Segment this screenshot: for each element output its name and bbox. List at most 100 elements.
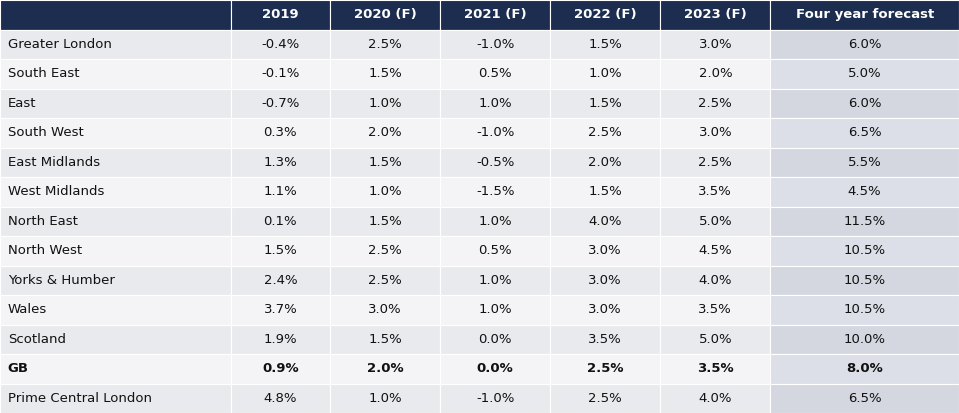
Bar [661, 118, 770, 148]
Bar [661, 148, 770, 177]
Bar [330, 354, 440, 384]
Bar [0, 384, 230, 413]
Bar [550, 148, 661, 177]
Text: 1.0%: 1.0% [479, 303, 512, 316]
Text: East Midlands: East Midlands [8, 156, 100, 169]
Text: 1.0%: 1.0% [368, 97, 402, 110]
Text: West Midlands: West Midlands [8, 185, 104, 198]
Text: 4.5%: 4.5% [848, 185, 881, 198]
Text: 4.8%: 4.8% [264, 392, 297, 405]
Bar [770, 177, 959, 206]
Text: 8.0%: 8.0% [846, 362, 883, 375]
Text: 1.5%: 1.5% [368, 156, 402, 169]
Bar [440, 89, 550, 118]
Text: GB: GB [8, 362, 29, 375]
Bar [330, 30, 440, 59]
Bar [330, 295, 440, 325]
Bar [550, 30, 661, 59]
Text: North East: North East [8, 215, 78, 228]
Text: 0.5%: 0.5% [479, 244, 512, 257]
Bar [230, 384, 330, 413]
Bar [0, 0, 230, 30]
Bar [440, 384, 550, 413]
Text: 3.0%: 3.0% [698, 38, 732, 51]
Bar [550, 354, 661, 384]
Text: 0.3%: 0.3% [264, 126, 297, 140]
Bar [330, 206, 440, 236]
Bar [0, 325, 230, 354]
Bar [661, 354, 770, 384]
Bar [230, 236, 330, 266]
Text: 3.5%: 3.5% [698, 303, 732, 316]
Text: 2.4%: 2.4% [264, 274, 297, 287]
Bar [0, 236, 230, 266]
Bar [230, 295, 330, 325]
Bar [440, 118, 550, 148]
Bar [661, 325, 770, 354]
Bar [770, 354, 959, 384]
Text: 2023 (F): 2023 (F) [684, 8, 747, 21]
Text: 2021 (F): 2021 (F) [464, 8, 526, 21]
Bar [770, 236, 959, 266]
Text: 1.3%: 1.3% [264, 156, 297, 169]
Text: 5.5%: 5.5% [848, 156, 881, 169]
Text: 4.0%: 4.0% [698, 274, 732, 287]
Text: 1.0%: 1.0% [589, 67, 622, 81]
Bar [330, 89, 440, 118]
Bar [770, 206, 959, 236]
Bar [770, 325, 959, 354]
Bar [0, 148, 230, 177]
Text: 10.5%: 10.5% [844, 303, 886, 316]
Text: 2.5%: 2.5% [698, 156, 732, 169]
Bar [550, 0, 661, 30]
Text: Yorks & Humber: Yorks & Humber [8, 274, 114, 287]
Text: 3.0%: 3.0% [368, 303, 402, 316]
Bar [230, 206, 330, 236]
Text: -1.0%: -1.0% [476, 392, 514, 405]
Bar [440, 59, 550, 89]
Bar [550, 266, 661, 295]
Bar [230, 59, 330, 89]
Bar [770, 0, 959, 30]
Text: 10.0%: 10.0% [844, 333, 886, 346]
Bar [550, 206, 661, 236]
Bar [230, 148, 330, 177]
Bar [661, 384, 770, 413]
Text: 3.5%: 3.5% [589, 333, 622, 346]
Text: -0.7%: -0.7% [261, 97, 299, 110]
Text: 2.5%: 2.5% [368, 244, 402, 257]
Bar [770, 89, 959, 118]
Bar [330, 0, 440, 30]
Bar [661, 30, 770, 59]
Text: South West: South West [8, 126, 83, 140]
Bar [661, 59, 770, 89]
Text: -0.1%: -0.1% [261, 67, 299, 81]
Text: 3.0%: 3.0% [589, 303, 622, 316]
Text: 0.9%: 0.9% [262, 362, 298, 375]
Bar [330, 118, 440, 148]
Bar [661, 0, 770, 30]
Bar [440, 0, 550, 30]
Text: 1.5%: 1.5% [368, 333, 402, 346]
Text: 6.0%: 6.0% [848, 38, 881, 51]
Bar [0, 118, 230, 148]
Bar [661, 295, 770, 325]
Text: 2.5%: 2.5% [587, 362, 623, 375]
Bar [770, 295, 959, 325]
Bar [230, 0, 330, 30]
Text: 3.5%: 3.5% [698, 185, 732, 198]
Text: 3.0%: 3.0% [698, 126, 732, 140]
Bar [770, 118, 959, 148]
Text: 2.5%: 2.5% [698, 97, 732, 110]
Bar [550, 89, 661, 118]
Text: Scotland: Scotland [8, 333, 65, 346]
Bar [230, 325, 330, 354]
Text: 0.0%: 0.0% [477, 362, 514, 375]
Text: 3.0%: 3.0% [589, 274, 622, 287]
Bar [440, 177, 550, 206]
Text: 6.5%: 6.5% [848, 392, 881, 405]
Text: 5.0%: 5.0% [698, 215, 732, 228]
Bar [550, 384, 661, 413]
Text: North West: North West [8, 244, 82, 257]
Text: 10.5%: 10.5% [844, 244, 886, 257]
